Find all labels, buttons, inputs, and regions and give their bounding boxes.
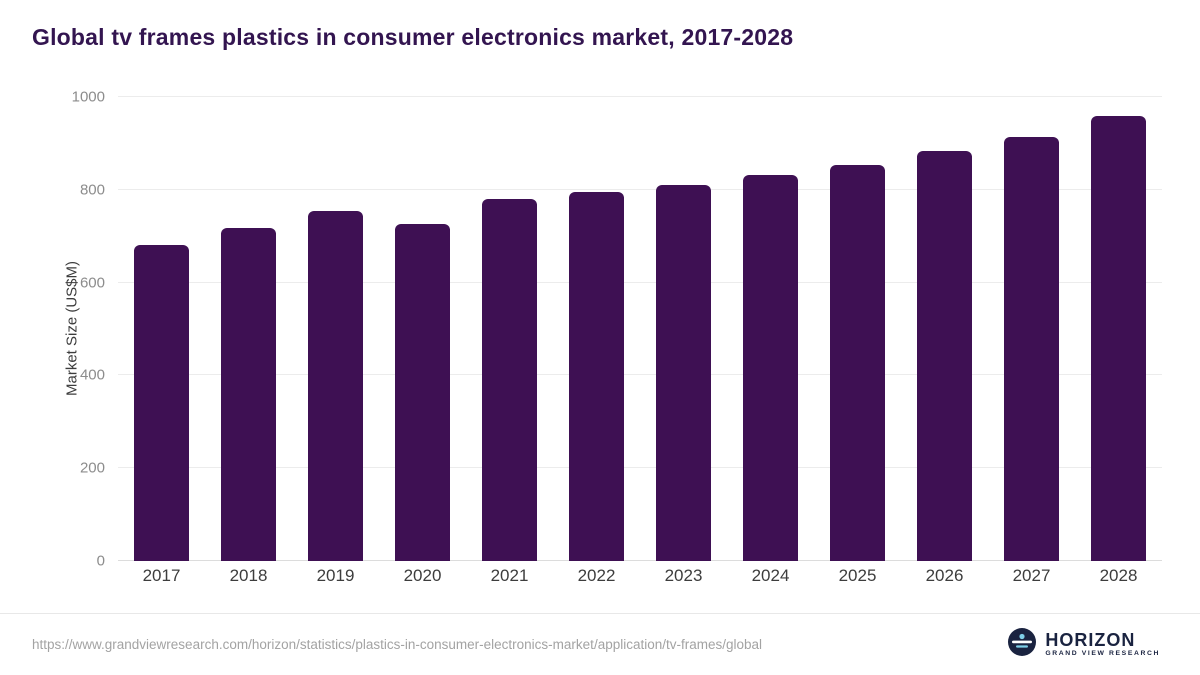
- x-axis-label: 2026: [925, 566, 964, 585]
- chart-title: Global tv frames plastics in consumer el…: [32, 24, 794, 50]
- bar-2026[interactable]: [916, 151, 973, 561]
- bar-slot: [640, 97, 727, 561]
- gridline: [118, 281, 1162, 283]
- logo-subtext: GRAND VIEW RESEARCH: [1045, 650, 1160, 658]
- footer: https://www.grandviewresearch.com/horizo…: [0, 613, 1200, 675]
- bar-2022[interactable]: [568, 191, 625, 561]
- plot-area: [118, 96, 1162, 561]
- logo-name: HORIZON: [1045, 630, 1136, 651]
- x-axis-label: 2025: [838, 566, 877, 585]
- bar-slot: [292, 97, 379, 561]
- x-axis-label: 2017: [142, 566, 181, 585]
- y-tick-label: 1000: [71, 88, 105, 106]
- bar-slot: [466, 97, 553, 561]
- gridline: [118, 96, 1162, 97]
- bar-2019[interactable]: [307, 211, 364, 561]
- horizon-logo[interactable]: HORIZON GRAND VIEW RESEARCH: [1007, 627, 1160, 662]
- gridline: [118, 467, 1162, 469]
- bar-2020[interactable]: [394, 223, 451, 561]
- y-tick-label: 400: [79, 366, 105, 384]
- bar-slot: [1075, 97, 1162, 561]
- bar-slot: [901, 97, 988, 561]
- gridline: [118, 188, 1162, 190]
- gridline: [118, 560, 1162, 561]
- x-axis-label: 2019: [316, 566, 355, 585]
- bar-slot: [814, 97, 901, 561]
- y-tick-labels: 0 200 400 600 800 1000: [0, 89, 105, 570]
- bar-slot: [727, 97, 814, 561]
- x-axis-label: 2018: [229, 566, 268, 585]
- bars: [118, 97, 1162, 561]
- bar-slot: [118, 97, 205, 561]
- bar-2023[interactable]: [655, 184, 712, 561]
- y-tick-label: 600: [79, 274, 105, 292]
- x-axis-label: 2020: [403, 566, 442, 585]
- x-axis-label: 2027: [1012, 566, 1051, 585]
- bar-2018[interactable]: [220, 227, 277, 561]
- bar-2025[interactable]: [829, 165, 886, 561]
- bar-2017[interactable]: [133, 245, 190, 561]
- x-axis-label: 2022: [577, 566, 616, 585]
- x-axis-label: 2024: [751, 566, 790, 585]
- x-axis-labels: 2017 2018 2019 2020 2021 2022 2023 2024 2025 2026…: [118, 566, 1162, 586]
- bar-slot: [379, 97, 466, 561]
- bar-slot: [205, 97, 292, 561]
- bar-2028[interactable]: [1090, 116, 1147, 561]
- y-tick-label: 0: [96, 552, 105, 570]
- horizon-globe-icon: [1007, 627, 1037, 662]
- x-axis-label: 2021: [490, 566, 529, 585]
- y-tick-label: 200: [79, 459, 105, 477]
- bar-slot: [553, 97, 640, 561]
- x-axis-label: 2023: [664, 566, 703, 585]
- source-url: https://www.grandviewresearch.com/horizo…: [32, 637, 763, 652]
- bar-2021[interactable]: [481, 198, 538, 561]
- bar-slot: [988, 97, 1075, 561]
- bar-2024[interactable]: [742, 175, 799, 561]
- x-axis-label: 2028: [1099, 566, 1138, 585]
- y-tick-label: 800: [79, 181, 105, 199]
- gridline: [118, 374, 1162, 376]
- bar-2027[interactable]: [1003, 136, 1060, 561]
